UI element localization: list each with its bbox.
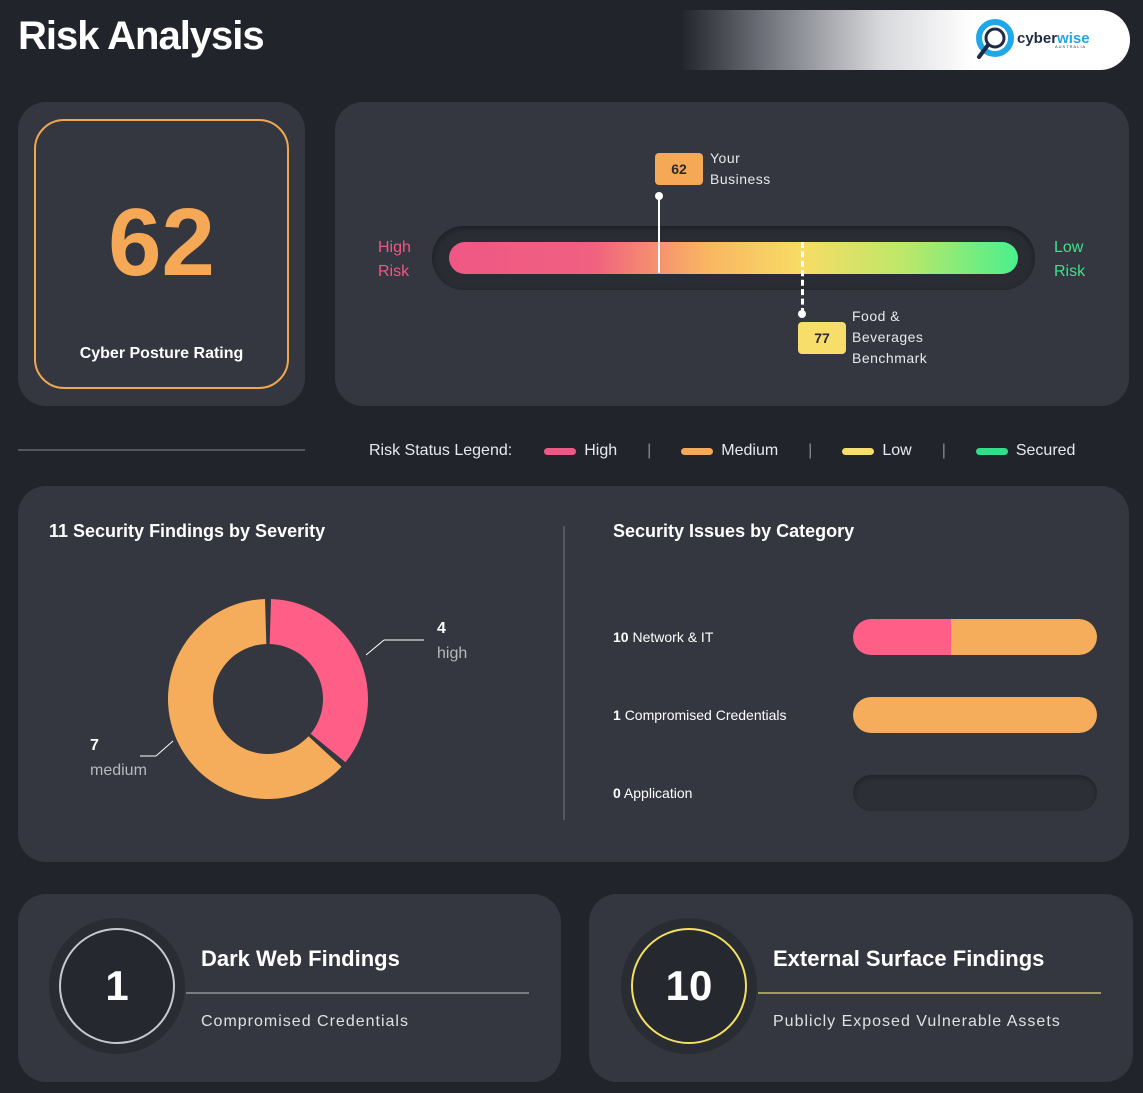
logo-subtext: AUSTRALIA bbox=[1055, 44, 1087, 49]
magnifier-logo-icon bbox=[976, 19, 1014, 59]
benchmark-score: 77 bbox=[798, 322, 846, 354]
dark-web-divider bbox=[186, 992, 529, 994]
legend-swatch-medium bbox=[681, 447, 714, 455]
legend-item-high: High bbox=[544, 442, 617, 460]
medium-text-label: medium bbox=[90, 762, 147, 779]
external-surface-divider bbox=[758, 992, 1101, 994]
severity-donut-chart bbox=[140, 599, 424, 799]
dark-web-title: Dark Web Findings bbox=[201, 946, 400, 971]
benchmark-marker-dot bbox=[798, 310, 806, 318]
external-surface-count: 10 bbox=[631, 928, 747, 1044]
score-card bbox=[18, 102, 305, 406]
category-bar-credentials-medium bbox=[853, 697, 1097, 733]
high-count-label: 4 bbox=[437, 620, 446, 637]
cyber-posture-score: 62 bbox=[108, 189, 215, 296]
your-business-label: Your Business bbox=[710, 150, 771, 187]
medium-count-label: 7 bbox=[90, 737, 99, 754]
your-business-marker-dot bbox=[655, 192, 663, 200]
page-title: Risk Analysis bbox=[18, 14, 265, 58]
cyber-posture-label: Cyber Posture Rating bbox=[79, 345, 244, 362]
legend-divider bbox=[18, 449, 305, 451]
risk-status-legend: Risk Status Legend: High | Medium | Low … bbox=[369, 442, 1076, 460]
legend-item-secured: Secured bbox=[975, 442, 1075, 460]
external-surface-subtitle: Publicly Exposed Vulnerable Assets bbox=[773, 1013, 1061, 1030]
dark-web-subtitle: Compromised Credentials bbox=[201, 1013, 409, 1030]
category-label-credentials: 1 Compromised Credentials bbox=[613, 707, 787, 723]
risk-gauge-bar bbox=[449, 242, 1018, 274]
category-chart-title: Security Issues by Category bbox=[613, 521, 855, 541]
your-business-score: 62 bbox=[655, 153, 703, 185]
dark-web-count: 1 bbox=[59, 928, 175, 1044]
high-text-label: high bbox=[437, 645, 468, 662]
category-label-application: 0 Application bbox=[613, 785, 693, 801]
external-surface-title: External Surface Findings bbox=[773, 946, 1045, 971]
logo-text-wise: wise bbox=[1057, 30, 1090, 47]
score-frame bbox=[34, 119, 289, 389]
donut-slice-medium bbox=[167, 599, 342, 799]
findings-divider bbox=[563, 526, 565, 820]
donut-slice-high bbox=[269, 599, 368, 763]
logo-text-cyber: cyber bbox=[1017, 30, 1058, 47]
legend-swatch-high bbox=[544, 447, 577, 455]
category-bar-network bbox=[853, 619, 1097, 655]
legend-item-low: Low bbox=[842, 442, 912, 460]
benchmark-marker-line bbox=[801, 242, 804, 314]
high-risk-label: High Risk bbox=[378, 239, 411, 280]
category-bar-credentials bbox=[853, 697, 1097, 733]
severity-chart-title: 11 Security Findings by Severity bbox=[49, 521, 326, 541]
legend-swatch-secured bbox=[975, 447, 1008, 455]
medium-leader-line-h bbox=[155, 740, 174, 757]
category-label-network: 10 Network & IT bbox=[613, 629, 714, 645]
brand-banner bbox=[680, 10, 1130, 70]
your-business-marker-line bbox=[658, 196, 660, 273]
category-bar-application bbox=[853, 775, 1097, 811]
category-bar-network-medium bbox=[950, 619, 1097, 655]
legend-swatch-low bbox=[842, 447, 875, 455]
benchmark-label: Food & Beverages Benchmark bbox=[852, 308, 928, 366]
high-leader-line bbox=[365, 639, 385, 656]
category-bar-network-high bbox=[853, 619, 951, 655]
cyberwise-logo: cyberwise AUSTRALIA bbox=[975, 16, 1095, 64]
legend-item-medium: Medium bbox=[681, 442, 778, 460]
legend-title: Risk Status Legend: bbox=[369, 442, 513, 459]
low-risk-label: Low Risk bbox=[1054, 239, 1086, 280]
